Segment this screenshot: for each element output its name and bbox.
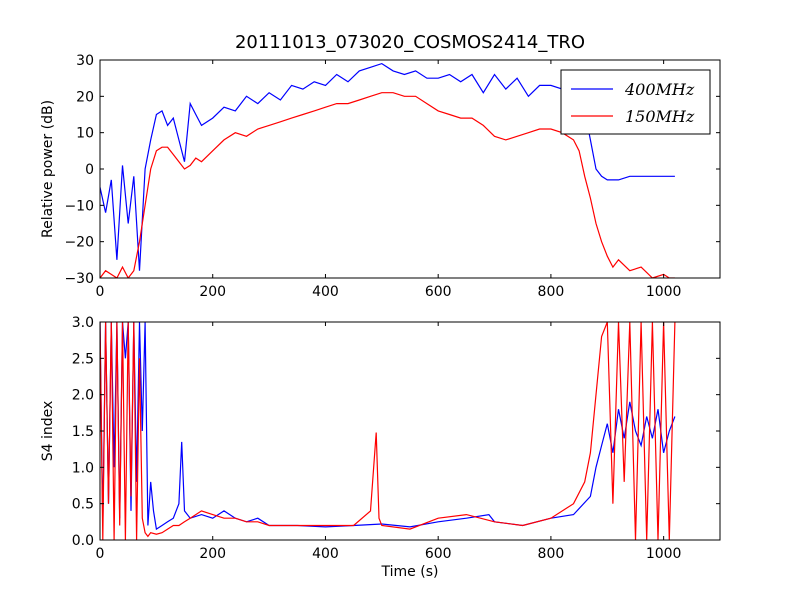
series-line-400MHz [100,322,676,531]
y-tick-label: −20 [64,235,94,251]
x-tick-label: 400 [312,284,339,300]
x-tick-label: 600 [425,546,452,562]
y-tick-label: 3.0 [72,315,94,331]
y-tick-label: −10 [64,198,94,214]
y-axis-label: S4 index [40,401,56,462]
x-tick-label: 200 [199,546,226,562]
y-axis-label: Relative power (dB) [40,100,56,238]
x-tick-label: 0 [96,284,105,300]
y-tick-label: 10 [76,126,94,142]
x-tick-label: 200 [199,284,226,300]
plot-frame [99,321,721,541]
x-tick-label: 1000 [646,546,682,562]
x-tick-label: 1000 [646,284,682,300]
legend: 400MHz 150MHz [560,69,711,135]
legend-label: 400MHz [624,80,695,99]
legend-label: 150MHz [625,107,695,126]
y-tick-label: −30 [64,271,94,287]
y-tick-label: 20 [76,89,94,105]
y-tick-label: 2.5 [72,351,94,367]
x-tick-label: 0 [96,546,105,562]
top-panel: 0 200 400 600 800 1000 −30 −20 −10 0 10 20 30 Relativ… [40,53,721,300]
bottom-panel: 0 200 400 600 800 1000 0.0 0.5 1.0 1.5 2.0 2.5 3.0 S4… [40,315,721,580]
y-tick-label: 30 [76,53,94,69]
series-line-150MHz [100,92,675,278]
legend-box [560,69,711,135]
x-tick-label: 800 [538,546,565,562]
x-tick-label: 400 [312,546,339,562]
x-tick-label: 600 [425,284,452,300]
x-tick-label: 800 [538,284,565,300]
y-tick-label: 0.0 [72,533,94,549]
series-line-150MHz [100,322,676,540]
y-tick-label: 1.0 [72,460,94,476]
y-tick-label: 1.5 [72,424,94,440]
x-axis-label: Time (s) [381,564,439,580]
y-tick-label: 2.0 [72,388,94,404]
chart-title: 20111013_073020_COSMOS2414_TRO [235,32,585,53]
y-tick-label: 0.5 [72,497,94,513]
y-tick-label: 0 [85,162,94,178]
